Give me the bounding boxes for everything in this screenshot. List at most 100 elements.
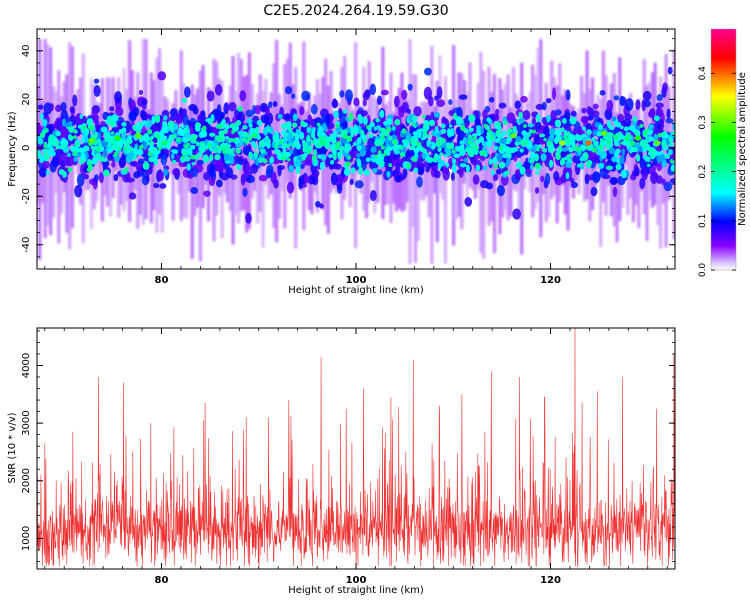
spectrogram-cell xyxy=(531,117,536,125)
colorbar-tick-label: 0.2 xyxy=(698,164,708,178)
spectrogram-cell xyxy=(536,113,541,123)
spectrogram-cell xyxy=(623,126,629,132)
spectrogram-cell xyxy=(291,143,297,148)
spectrogram-cell xyxy=(60,128,66,140)
spectrogram-cell xyxy=(611,156,618,163)
spectrogram-cell xyxy=(369,83,377,96)
spectrogram-cell xyxy=(519,166,526,175)
spectrogram-cell xyxy=(620,125,624,130)
spectrogram-peak xyxy=(634,135,642,141)
spectrogram-cell xyxy=(325,113,331,124)
spectrogram-cell xyxy=(437,140,443,147)
spectrogram-cell xyxy=(110,131,115,135)
spectrogram-cell xyxy=(480,127,485,135)
colorbar-label: Normalized spectral amplitude xyxy=(737,72,748,226)
spectrogram-cell xyxy=(554,109,562,116)
spectrogram-cell xyxy=(501,130,508,136)
spectrogram-cell xyxy=(656,175,663,184)
spectrogram-marks xyxy=(37,38,675,265)
spectrogram-cell xyxy=(192,167,198,178)
spectrogram-cell xyxy=(273,144,278,148)
spectrogram-cell xyxy=(520,95,528,103)
spectrogram-cell xyxy=(434,125,439,133)
spectrogram-cell xyxy=(386,118,393,126)
spectrogram-cell xyxy=(281,130,287,136)
spectrogram-cell xyxy=(41,160,50,169)
spectrogram-cell xyxy=(446,143,452,150)
spectrogram-cell xyxy=(78,147,84,153)
spectrogram-cell xyxy=(530,151,536,159)
spectrogram-cell xyxy=(147,151,153,157)
spectrogram-peak xyxy=(134,133,142,139)
spectrogram-cell xyxy=(452,168,457,174)
spectrogram-cell xyxy=(641,167,648,181)
spectrogram-cell xyxy=(585,160,592,169)
spectrogram-cell xyxy=(49,134,53,138)
spectrogram-cell xyxy=(570,181,579,189)
spectrogram-cell xyxy=(224,116,230,123)
spectrogram-cell xyxy=(417,146,422,150)
spectrogram-cell xyxy=(311,127,316,134)
spectrogram-cell xyxy=(208,177,215,187)
spectrogram-cell xyxy=(251,133,258,139)
spectrogram-cell xyxy=(291,93,296,99)
spectrogram-cell xyxy=(615,122,622,128)
spectrogram-cell xyxy=(459,140,464,145)
spectrogram-cell xyxy=(415,122,419,128)
snr-xlabel: Height of straight line (km) xyxy=(288,585,424,596)
spectrogram-ytick-label: -40 xyxy=(21,237,32,253)
spectrogram-cell xyxy=(245,212,252,224)
spectrogram-cell xyxy=(496,154,503,162)
spectrogram-cell xyxy=(649,108,656,117)
spectrogram-cell xyxy=(581,126,587,131)
spectrogram-cell xyxy=(350,167,356,174)
spectrogram-cell xyxy=(320,153,327,162)
spectrogram-cell xyxy=(498,161,506,169)
spectrogram-cell xyxy=(440,137,446,144)
snr-y-ticks: 1000 2000 3000 4000 xyxy=(21,330,675,562)
spectrogram-cell xyxy=(565,89,571,101)
spectrogram-cell xyxy=(383,120,388,126)
spectrogram-cell xyxy=(342,109,348,114)
spectrogram-cell xyxy=(343,168,351,176)
spectrogram-cell xyxy=(464,197,473,207)
spectrogram-cell xyxy=(301,90,311,102)
spectrogram-cell xyxy=(531,64,535,218)
spectrogram-cell xyxy=(325,138,331,144)
spectrogram-cell xyxy=(463,158,469,163)
spectrogram-cell xyxy=(339,111,346,124)
spectrogram-cell xyxy=(310,104,318,115)
spectrogram-cell xyxy=(368,133,374,139)
spectrogram-cell xyxy=(69,106,76,114)
spectrogram-cell xyxy=(169,114,177,122)
spectrogram-cell xyxy=(141,120,148,126)
spectrogram-cell xyxy=(292,132,297,137)
spectrogram-cell xyxy=(123,167,129,173)
spectrogram-cell xyxy=(412,136,418,142)
spectrogram-cell xyxy=(406,163,411,168)
spectrogram-cell xyxy=(468,147,473,152)
spectrogram-cell xyxy=(214,84,223,96)
spectrogram-cell xyxy=(333,110,339,119)
spectrogram-cell xyxy=(147,129,153,135)
spectrogram-cell xyxy=(467,150,472,155)
spectrogram-cell xyxy=(553,171,560,182)
spectrogram-cell xyxy=(45,170,50,175)
spectrogram-cell xyxy=(488,158,493,165)
spectrogram-cell xyxy=(226,167,233,179)
spectrogram-cell xyxy=(107,153,113,161)
spectrogram-cell xyxy=(246,118,253,125)
spectrogram-cell xyxy=(158,146,163,151)
spectrogram-cell xyxy=(188,104,198,112)
spectrogram-cell xyxy=(632,116,638,123)
spectrogram-cell xyxy=(411,122,416,127)
spectrogram-cell xyxy=(196,159,204,165)
spectrogram-y-ticks: -40 -20 0 20 40 xyxy=(21,38,675,270)
spectrogram-cell xyxy=(554,128,562,137)
spectrogram-cell xyxy=(286,181,295,194)
spectrogram-cell xyxy=(284,143,290,149)
spectrogram-cell xyxy=(118,146,122,151)
spectrogram-cell xyxy=(235,157,244,165)
spectrogram-cell xyxy=(202,125,207,131)
spectrogram-cell xyxy=(456,106,463,120)
